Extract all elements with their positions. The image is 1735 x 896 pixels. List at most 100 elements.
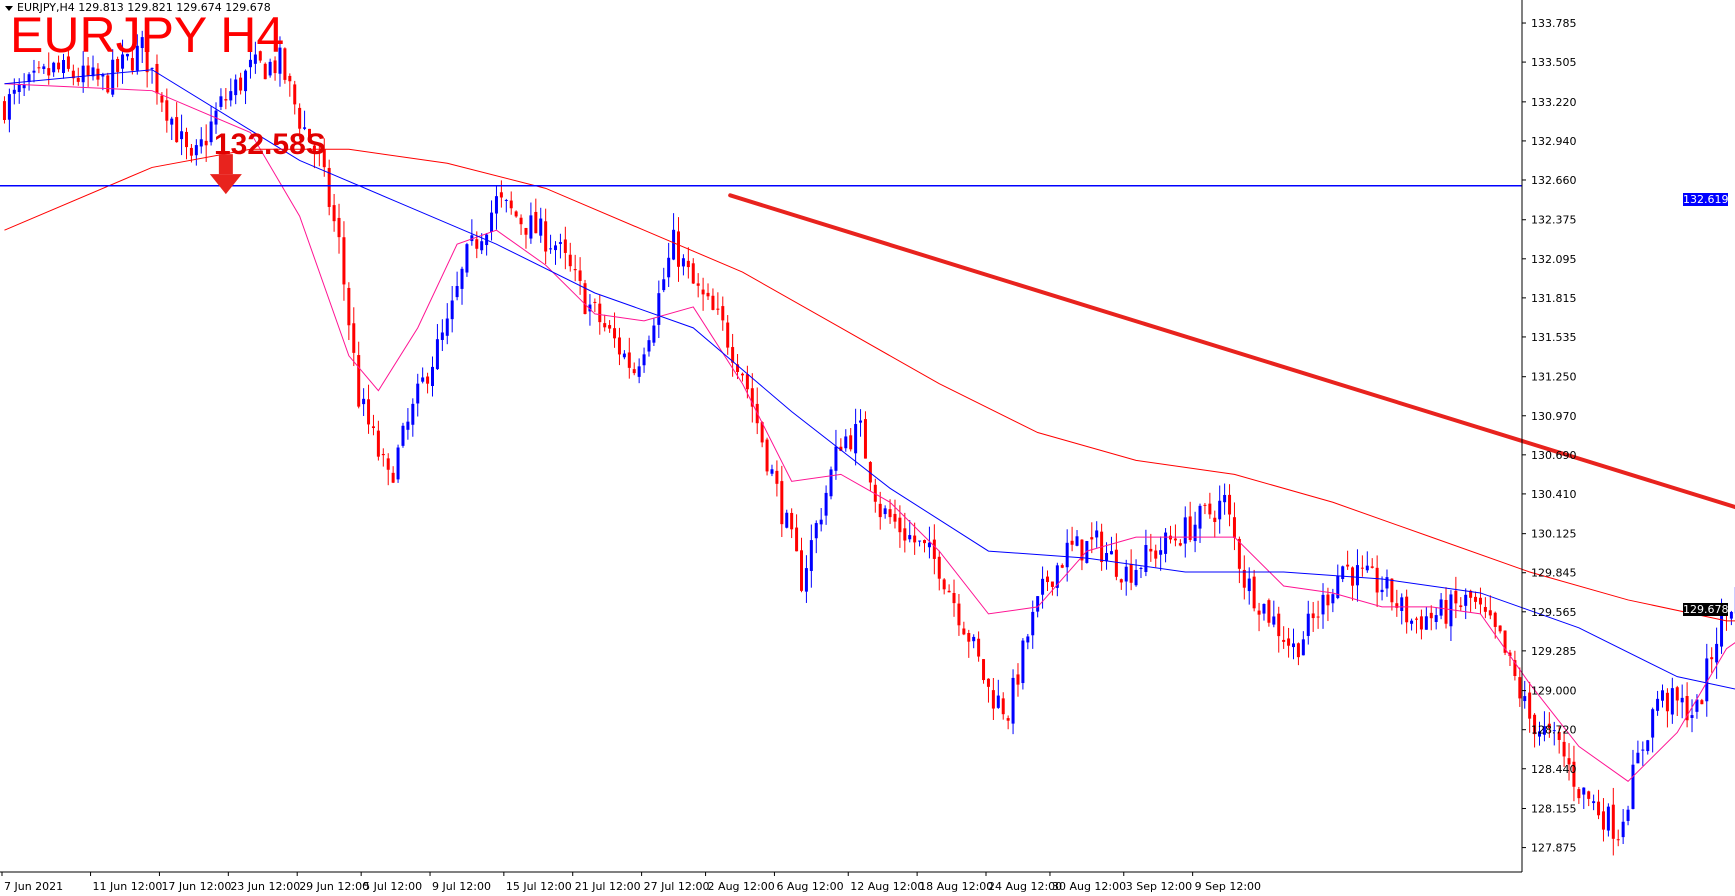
candle-body — [1380, 589, 1384, 593]
candle-body — [1395, 603, 1399, 608]
candle-body — [1720, 614, 1724, 647]
candle-body — [1316, 616, 1320, 618]
candle-body — [1493, 612, 1497, 627]
candle-body — [1375, 567, 1379, 593]
candle-body — [563, 239, 567, 253]
candle-body — [298, 107, 302, 129]
y-tick-label: 132.940 — [1531, 135, 1577, 148]
level-price-tag: 132.619 — [1683, 193, 1729, 206]
candle-body — [1488, 610, 1492, 616]
candle-body — [923, 540, 926, 544]
candle-body — [957, 603, 961, 626]
candle-body — [52, 62, 56, 73]
candle-body — [91, 67, 95, 77]
candle-body — [1690, 715, 1694, 718]
candle-body — [1587, 791, 1591, 799]
candle-body — [12, 89, 16, 94]
candle-body — [637, 366, 641, 377]
candle-body — [1572, 761, 1576, 787]
candle-body — [293, 84, 297, 105]
candle-body — [189, 147, 193, 156]
candle-body — [1390, 578, 1394, 603]
candle-body — [1336, 575, 1340, 599]
candle-body — [740, 373, 744, 376]
candle-body — [111, 59, 115, 95]
candle-body — [760, 422, 764, 443]
candle-body — [1621, 821, 1625, 838]
candle-body — [1410, 620, 1414, 624]
candle-body — [1562, 741, 1566, 757]
candle-body — [1282, 639, 1286, 642]
candle-body — [401, 425, 405, 446]
candle-body — [288, 75, 292, 82]
y-tick-label: 130.125 — [1531, 528, 1577, 541]
candle-body — [1636, 752, 1640, 764]
y-tick-label: 133.505 — [1531, 56, 1577, 69]
candle-body — [903, 528, 907, 541]
candle-body — [691, 263, 695, 284]
candle-body — [244, 70, 248, 92]
candle-body — [598, 303, 602, 323]
dropdown-triangle-icon[interactable] — [5, 5, 13, 11]
candle-body — [273, 60, 277, 74]
candle-body — [1134, 569, 1138, 586]
x-tick-label: 2 Aug 12:00 — [708, 880, 775, 893]
moving-average-line — [4, 148, 1735, 622]
candle-body — [465, 244, 469, 273]
candle-body — [1306, 613, 1310, 636]
candle-body — [57, 62, 61, 70]
candle-body — [17, 84, 21, 92]
candle-body — [977, 638, 981, 657]
candle-body — [140, 37, 144, 49]
candle-body — [199, 139, 203, 147]
candle-body — [1710, 657, 1714, 660]
candle-body — [544, 221, 548, 252]
candle-body — [849, 435, 853, 450]
candle-body — [1523, 696, 1527, 702]
candle-body — [1301, 639, 1305, 656]
candle-body — [583, 283, 587, 315]
candle-body — [736, 364, 740, 372]
candle-body — [278, 47, 282, 74]
sell-arrow-down-icon — [209, 174, 242, 195]
candle-body — [1242, 569, 1246, 588]
candle-body — [627, 352, 631, 368]
candle-body — [1173, 538, 1177, 541]
candle-body — [868, 462, 872, 483]
candle-body — [229, 91, 233, 101]
candle-body — [883, 508, 887, 515]
candle-body — [1498, 625, 1502, 632]
candle-body — [1046, 576, 1049, 583]
candle-body — [470, 235, 474, 242]
x-tick-label: 9 Sep 12:00 — [1195, 880, 1261, 893]
candle-body — [1547, 723, 1551, 729]
candle-body — [1223, 494, 1227, 503]
candle-body — [209, 121, 213, 143]
candle-body — [745, 374, 749, 390]
candle-body — [480, 241, 484, 251]
y-tick-label: 127.875 — [1531, 842, 1577, 855]
candle-body — [27, 74, 31, 83]
candle-body — [775, 470, 779, 484]
candle-body — [750, 388, 754, 407]
candle-body — [1419, 616, 1423, 630]
candle-body — [155, 63, 159, 94]
candle-body — [1538, 731, 1541, 737]
candle-body — [1424, 616, 1428, 630]
candle-body — [150, 67, 154, 69]
candle-body — [386, 458, 390, 470]
candle-body — [1331, 594, 1335, 604]
candle-body — [927, 542, 931, 548]
candle-body — [1095, 530, 1099, 538]
candle-body — [1533, 714, 1537, 735]
y-tick-label: 130.970 — [1531, 410, 1577, 423]
candle-body — [1700, 700, 1704, 705]
candle-body — [804, 568, 808, 592]
candle-body — [1641, 749, 1645, 751]
candle-body — [800, 550, 803, 591]
candle-body — [588, 304, 592, 312]
candle-body — [1542, 726, 1546, 735]
candle-body — [1360, 567, 1364, 569]
candle-body — [667, 257, 671, 278]
